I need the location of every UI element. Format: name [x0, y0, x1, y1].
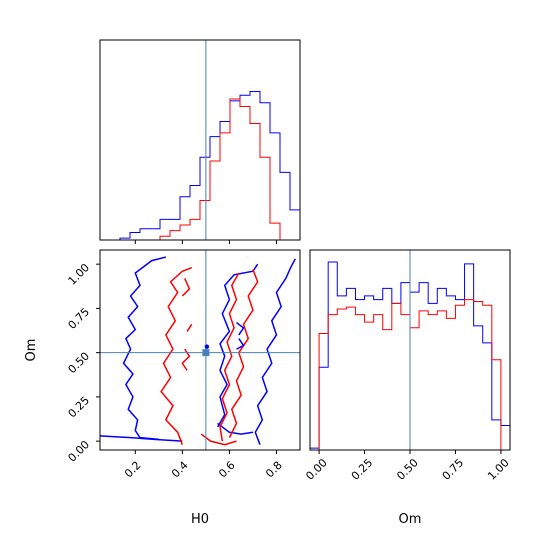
- h0-histogram-series-0: [100, 90, 301, 241]
- contour-blue-outer-left: [122, 256, 167, 441]
- contour-blue-outer-right: [254, 258, 296, 445]
- contour-blue-loop-b: [236, 321, 245, 336]
- contour-red-inner: [219, 272, 240, 442]
- contour-blue-bottom: [217, 422, 254, 435]
- om-x-axis-label: Om: [399, 512, 422, 527]
- contour-red-outer-left: [160, 266, 193, 445]
- contour-blue-floor: [99, 435, 183, 442]
- contour-red-island-c: [181, 278, 191, 297]
- contour-blue-inner: [216, 263, 259, 428]
- contour-truth-marker: [202, 349, 210, 357]
- h0-histogram-panel: [99, 39, 301, 244]
- om-y-axis-label: Om: [24, 339, 39, 362]
- h0-x-axis-label: H0: [191, 512, 209, 527]
- contour-peak-point: [204, 344, 210, 349]
- h0-histogram-frame: [99, 39, 301, 241]
- contour-blue-loop-a: [236, 338, 245, 350]
- contour-frame: [99, 249, 301, 451]
- contour-red-island-b: [186, 323, 193, 332]
